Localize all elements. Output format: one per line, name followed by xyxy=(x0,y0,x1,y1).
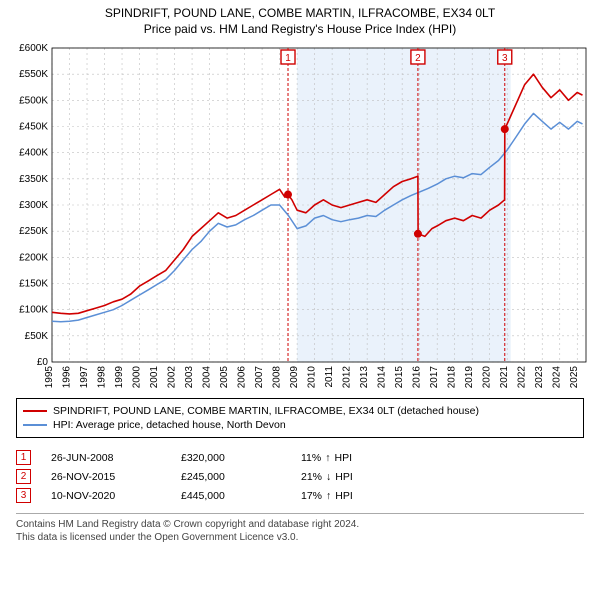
svg-text:£100K: £100K xyxy=(19,305,48,316)
legend-swatch-hpi xyxy=(23,424,47,426)
footer-line-1: Contains HM Land Registry data © Crown c… xyxy=(16,518,584,531)
sale-marker-3: 3 xyxy=(16,488,31,503)
svg-text:2013: 2013 xyxy=(359,366,370,389)
svg-text:£250K: £250K xyxy=(19,226,48,237)
svg-text:2009: 2009 xyxy=(289,366,300,389)
svg-text:3: 3 xyxy=(502,53,508,64)
sale-row-1: 1 26-JUN-2008 £320,000 11% ↑ HPI xyxy=(16,450,584,465)
svg-text:2025: 2025 xyxy=(569,366,580,389)
sale-rel-1: 11% ↑ HPI xyxy=(301,452,411,464)
svg-text:1: 1 xyxy=(285,53,291,64)
svg-text:2003: 2003 xyxy=(184,366,195,389)
svg-text:£400K: £400K xyxy=(19,148,48,159)
footer-line-2: This data is licensed under the Open Gov… xyxy=(16,531,584,544)
svg-text:2022: 2022 xyxy=(517,366,528,389)
arrow-down-icon: ↓ xyxy=(326,471,331,483)
sale-marker-1: 1 xyxy=(16,450,31,465)
legend-label-property: SPINDRIFT, POUND LANE, COMBE MARTIN, ILF… xyxy=(53,405,479,417)
svg-text:2004: 2004 xyxy=(202,366,213,389)
svg-text:2011: 2011 xyxy=(324,366,335,388)
chart-container: { "titles": { "line1": "SPINDRIFT, POUND… xyxy=(0,0,600,590)
svg-text:1998: 1998 xyxy=(97,366,108,389)
svg-text:2021: 2021 xyxy=(499,366,510,389)
sale-rel-3: 17% ↑ HPI xyxy=(301,490,411,502)
chart-plot-area: £0£50K£100K£150K£200K£250K£300K£350K£400… xyxy=(6,42,594,392)
svg-text:2010: 2010 xyxy=(307,366,318,389)
sale-row-3: 3 10-NOV-2020 £445,000 17% ↑ HPI xyxy=(16,488,584,503)
svg-text:£200K: £200K xyxy=(19,252,48,263)
svg-text:1995: 1995 xyxy=(44,366,55,389)
legend-label-hpi: HPI: Average price, detached house, Nort… xyxy=(53,419,286,431)
svg-text:£350K: £350K xyxy=(19,174,48,185)
svg-text:1997: 1997 xyxy=(79,366,90,389)
svg-text:£300K: £300K xyxy=(19,200,48,211)
line-chart-svg: £0£50K£100K£150K£200K£250K£300K£350K£400… xyxy=(6,42,594,392)
svg-text:2006: 2006 xyxy=(237,366,248,389)
svg-text:2007: 2007 xyxy=(254,366,265,389)
footer-attribution: Contains HM Land Registry data © Crown c… xyxy=(16,513,584,544)
legend-item-hpi: HPI: Average price, detached house, Nort… xyxy=(23,419,577,431)
svg-text:2024: 2024 xyxy=(552,366,563,389)
sale-price-2: £245,000 xyxy=(181,471,281,483)
svg-text:2000: 2000 xyxy=(132,366,143,389)
svg-text:2019: 2019 xyxy=(464,366,475,389)
svg-text:2023: 2023 xyxy=(534,366,545,389)
svg-text:2012: 2012 xyxy=(342,366,353,389)
svg-text:£450K: £450K xyxy=(19,122,48,133)
legend: SPINDRIFT, POUND LANE, COMBE MARTIN, ILF… xyxy=(16,398,584,438)
sale-marker-2: 2 xyxy=(16,469,31,484)
svg-text:1996: 1996 xyxy=(62,366,73,389)
svg-text:£550K: £550K xyxy=(19,69,48,80)
legend-item-property: SPINDRIFT, POUND LANE, COMBE MARTIN, ILF… xyxy=(23,405,577,417)
sale-date-1: 26-JUN-2008 xyxy=(51,452,161,464)
sale-date-2: 26-NOV-2015 xyxy=(51,471,161,483)
title-subtitle: Price paid vs. HM Land Registry's House … xyxy=(6,22,594,36)
svg-text:£500K: £500K xyxy=(19,95,48,106)
arrow-up-icon: ↑ xyxy=(325,452,330,464)
svg-text:2008: 2008 xyxy=(272,366,283,389)
svg-text:2017: 2017 xyxy=(429,366,440,389)
chart-titles: SPINDRIFT, POUND LANE, COMBE MARTIN, ILF… xyxy=(6,4,594,42)
svg-text:2002: 2002 xyxy=(167,366,178,389)
svg-text:2001: 2001 xyxy=(149,366,160,389)
svg-text:2015: 2015 xyxy=(394,366,405,389)
svg-text:2016: 2016 xyxy=(412,366,423,389)
title-address: SPINDRIFT, POUND LANE, COMBE MARTIN, ILF… xyxy=(6,6,594,20)
sale-price-1: £320,000 xyxy=(181,452,281,464)
sale-row-2: 2 26-NOV-2015 £245,000 21% ↓ HPI xyxy=(16,469,584,484)
svg-text:2018: 2018 xyxy=(447,366,458,389)
sale-rel-2: 21% ↓ HPI xyxy=(301,471,411,483)
sale-date-3: 10-NOV-2020 xyxy=(51,490,161,502)
svg-text:2014: 2014 xyxy=(377,366,388,389)
svg-text:2020: 2020 xyxy=(482,366,493,389)
svg-text:1999: 1999 xyxy=(114,366,125,389)
svg-text:£150K: £150K xyxy=(19,279,48,290)
svg-text:£600K: £600K xyxy=(19,43,48,54)
legend-swatch-property xyxy=(23,410,47,412)
svg-text:£50K: £50K xyxy=(25,331,49,342)
svg-text:2: 2 xyxy=(415,53,421,64)
sales-table: 1 26-JUN-2008 £320,000 11% ↑ HPI 2 26-NO… xyxy=(16,446,584,507)
arrow-up-icon: ↑ xyxy=(326,490,331,502)
svg-text:2005: 2005 xyxy=(219,366,230,389)
sale-price-3: £445,000 xyxy=(181,490,281,502)
